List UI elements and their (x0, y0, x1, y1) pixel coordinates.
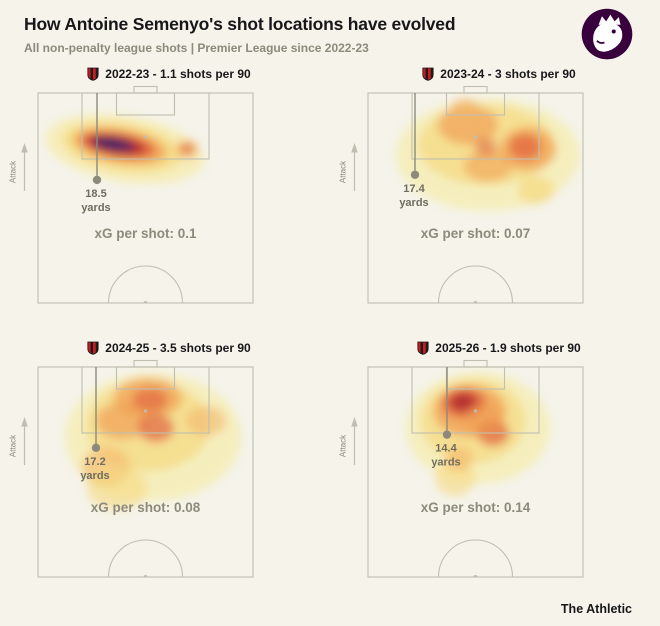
centre-circle (437, 539, 514, 577)
panel-title: 2024-25 - 3.5 shots per 90 (8, 339, 330, 357)
distance-dot-icon (410, 170, 420, 179)
goal (463, 85, 488, 94)
header: How Antoine Semenyo's shot locations hav… (0, 0, 660, 60)
centre-circle (437, 265, 514, 303)
panel-title-label: 2024-25 - 3.5 shots per 90 (105, 341, 251, 355)
shot-heatmap (45, 114, 205, 184)
distance-dot-icon (91, 443, 101, 453)
xg-per-shot-label: xG per shot: 0.08 (91, 500, 201, 515)
panel-title-label: 2022-23 - 1.1 shots per 90 (105, 67, 251, 81)
attack-direction-indicator: Attack (9, 417, 28, 465)
attack-arrow-icon (351, 417, 358, 427)
pitch-lines (37, 85, 254, 304)
attack-direction-indicator: Attack (339, 143, 358, 191)
avg-distance-unit: yards (80, 470, 109, 482)
attack-label: Attack (339, 434, 348, 457)
avg-distance-value: 17.4 (403, 183, 425, 195)
panel-title-label: 2025-26 - 1.9 shots per 90 (435, 341, 581, 355)
goal (463, 359, 488, 368)
penalty-spot (143, 135, 148, 139)
attack-arrow-icon (21, 417, 28, 427)
penalty-spot (473, 135, 478, 139)
goal (133, 359, 158, 368)
attack-label: Attack (9, 160, 18, 183)
pitch-heatmap-2025-26: Attack 14.4 yards xG per shot: 0.14 (339, 359, 584, 578)
pitch-heatmap-2022-23: Attack 18.5 yards xG per shot: 0.1 (9, 85, 254, 304)
avg-distance-unit: yards (81, 202, 110, 214)
avg-shot-distance-marker: 18.5 yards (81, 93, 111, 214)
page-title: How Antoine Semenyo's shot locations hav… (24, 14, 456, 34)
goal (133, 85, 158, 94)
avg-distance-unit: yards (431, 457, 460, 469)
panel-title: 2022-23 - 1.1 shots per 90 (8, 65, 330, 83)
bournemouth-crest-icon (417, 341, 429, 355)
avg-distance-value: 17.2 (84, 456, 105, 468)
attack-direction-indicator: Attack (9, 143, 28, 191)
lion-crown-icon (598, 14, 621, 25)
xg-per-shot-label: xG per shot: 0.1 (94, 226, 197, 241)
panel-2023-24: 2023-24 - 3 shots per 90 Attack 17.4 yards… (330, 65, 660, 315)
attack-label: Attack (339, 160, 348, 183)
pitch-heatmap-2023-24: Attack 17.4 yards xG per shot: 0.07 (339, 85, 584, 304)
shot-heatmap (396, 98, 580, 211)
bournemouth-crest-icon (87, 341, 99, 355)
attack-direction-indicator: Attack (339, 417, 358, 465)
shot-heatmap (406, 372, 550, 496)
avg-shot-distance-marker: 17.4 yards (399, 93, 429, 209)
pitch-heatmap-2024-25: Attack 17.2 yards xG per shot: 0.08 (9, 359, 254, 578)
avg-distance-value: 18.5 (85, 188, 106, 200)
avg-shot-distance-marker: 17.2 yards (80, 367, 110, 482)
panel-title-label: 2023-24 - 3 shots per 90 (440, 67, 576, 81)
panel-title: 2025-26 - 1.9 shots per 90 (338, 339, 660, 357)
distance-dot-icon (442, 430, 452, 439)
centre-circle (107, 265, 184, 303)
pitch-lines (37, 359, 254, 578)
footer: The Athletic (561, 602, 632, 616)
panel-2024-25: 2024-25 - 3.5 shots per 90 Attack 17.2 yar… (0, 339, 330, 589)
premier-league-logo (581, 8, 633, 60)
penalty-spot (143, 409, 148, 413)
avg-distance-unit: yards (399, 197, 428, 209)
penalty-spot (473, 409, 478, 413)
distance-dot-icon (92, 175, 102, 185)
panels-grid: 2022-23 - 1.1 shots per 90 Attack 18.5 yar… (0, 65, 660, 589)
panel-2025-26: 2025-26 - 1.9 shots per 90 Attack 14.4 yar… (330, 339, 660, 589)
avg-shot-distance-marker: 14.4 yards (431, 367, 461, 469)
attack-arrow-icon (351, 143, 358, 153)
bournemouth-crest-icon (422, 67, 434, 81)
panel-2022-23: 2022-23 - 1.1 shots per 90 Attack 18.5 yar… (0, 65, 330, 315)
avg-distance-value: 14.4 (435, 443, 457, 455)
attack-arrow-icon (21, 143, 28, 153)
centre-circle (107, 539, 184, 577)
pitch-lines (367, 85, 584, 304)
xg-per-shot-label: xG per shot: 0.07 (421, 226, 531, 241)
panel-title: 2023-24 - 3 shots per 90 (338, 65, 660, 83)
page-subtitle: All non-penalty league shots | Premier L… (24, 41, 369, 55)
bournemouth-crest-icon (87, 67, 99, 81)
shot-heatmap (65, 373, 241, 510)
brand: The Athletic (560, 602, 632, 616)
attack-label: Attack (9, 434, 18, 457)
xg-per-shot-label: xG per shot: 0.14 (421, 500, 531, 515)
